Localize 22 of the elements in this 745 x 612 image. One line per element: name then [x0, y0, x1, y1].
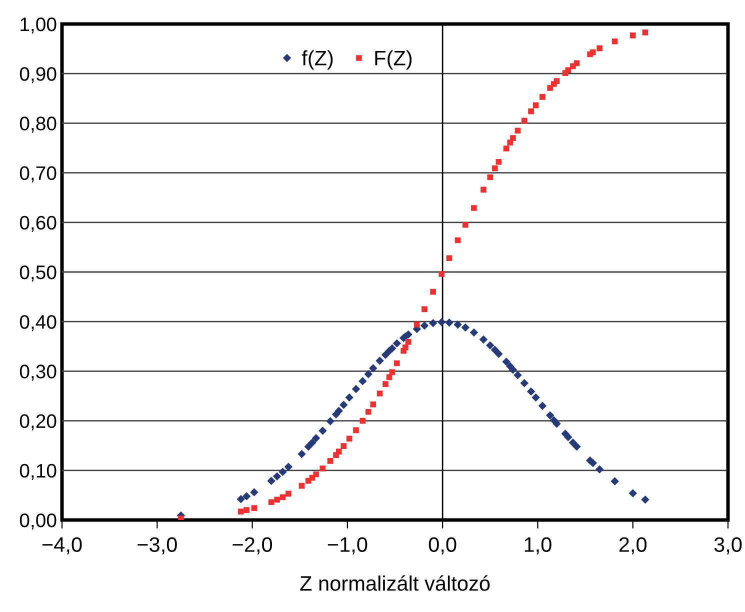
y-tick-label: 1,00 — [20, 17, 56, 34]
x-tick-label: −2,0 — [232, 537, 272, 554]
x-tick-label: 0,0 — [428, 537, 456, 554]
y-tick-label: 0,50 — [20, 265, 56, 282]
x-tick-label: 3,0 — [714, 537, 742, 554]
y-tick-label: 0,40 — [20, 315, 56, 332]
y-tick-label: 0,90 — [20, 67, 56, 84]
x-tick-label: 1,0 — [524, 537, 552, 554]
legend-label: f(Z) — [302, 50, 333, 70]
x-tick-label: −3,0 — [138, 537, 177, 554]
y-tick-label: 0,80 — [20, 116, 56, 133]
y-tick-label: 0,60 — [20, 216, 56, 232]
y-tick-label: 0,30 — [20, 364, 56, 381]
y-tick-label: 0,70 — [20, 166, 56, 182]
y-tick-label: 0,00 — [20, 513, 56, 530]
legend-label: F(Z) — [375, 50, 412, 70]
x-tick-label: 2,0 — [619, 537, 647, 554]
x-tick-label: −4,0 — [42, 537, 82, 554]
y-tick-label: 0,10 — [20, 464, 56, 480]
y-tick-label: 0,20 — [20, 414, 56, 430]
x-axis-title: Z normalizált változó — [300, 575, 490, 591]
x-tick-label: −1,0 — [328, 537, 368, 554]
